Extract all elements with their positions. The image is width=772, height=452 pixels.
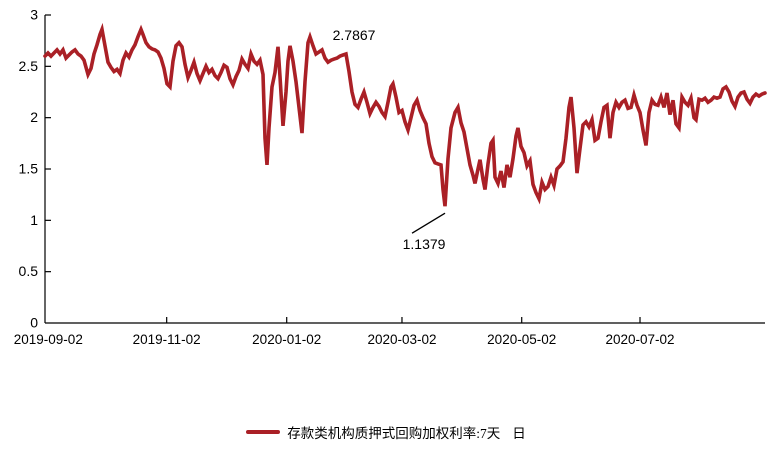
- x-tick-label: 2020-01-02: [252, 332, 321, 347]
- x-tick-label: 2020-03-02: [367, 332, 436, 347]
- legend: 存款类机构质押式回购加权利率:7天 日: [0, 422, 772, 442]
- y-tick-label: 0: [30, 315, 38, 331]
- x-tick-label: 2019-09-02: [14, 332, 83, 347]
- y-tick-label: 0.5: [19, 263, 39, 279]
- y-tick-label: 1: [30, 212, 38, 228]
- x-tick-label: 2020-07-02: [605, 332, 674, 347]
- y-tick-label: 3: [30, 7, 38, 23]
- line-chart: 0 0.5 1 1.5 2 2.5 3 2019-09-02 2019-11-02 2020-01…: [14, 7, 767, 347]
- series-line: [43, 22, 767, 207]
- legend-line-swatch: [246, 430, 281, 434]
- max-annotation-label: 2.7867: [333, 27, 376, 43]
- min-annotation-label: 1.1379: [403, 236, 446, 252]
- y-tick-label: 1.5: [19, 161, 39, 177]
- legend-series-label: 存款类机构质押式回购加权利率:7天: [287, 426, 501, 441]
- x-tick-label: 2020-05-02: [487, 332, 556, 347]
- y-tick-label: 2.5: [19, 58, 39, 74]
- legend-frequency-label: 日: [512, 426, 526, 441]
- x-tick-label: 2019-11-02: [133, 332, 201, 347]
- min-annotation-leader: [411, 212, 446, 234]
- y-tick-label: 2: [30, 109, 38, 125]
